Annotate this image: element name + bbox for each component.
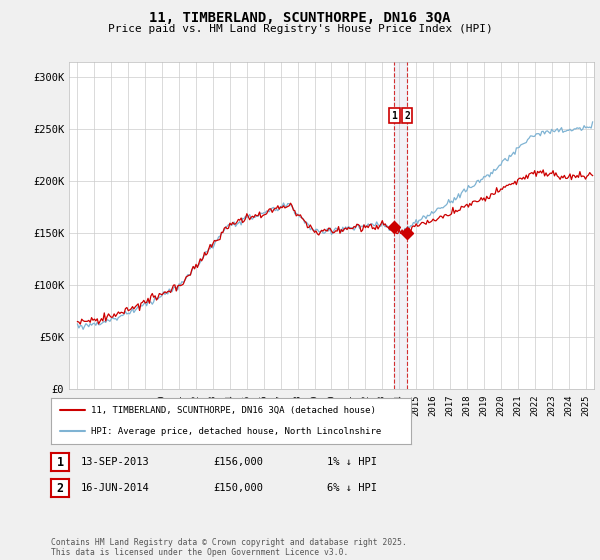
Text: 1: 1	[391, 111, 397, 121]
Bar	[394, 62, 407, 389]
Text: £150,000: £150,000	[213, 483, 263, 493]
Text: Price paid vs. HM Land Registry's House Price Index (HPI): Price paid vs. HM Land Registry's House …	[107, 24, 493, 34]
Text: 16-JUN-2014: 16-JUN-2014	[81, 483, 150, 493]
Text: 11, TIMBERLAND, SCUNTHORPE, DN16 3QA: 11, TIMBERLAND, SCUNTHORPE, DN16 3QA	[149, 11, 451, 25]
Text: 1% ↓ HPI: 1% ↓ HPI	[327, 457, 377, 467]
Text: 11, TIMBERLAND, SCUNTHORPE, DN16 3QA (detached house): 11, TIMBERLAND, SCUNTHORPE, DN16 3QA (de…	[91, 405, 376, 414]
Text: 2: 2	[404, 111, 410, 121]
Text: 2: 2	[56, 482, 64, 495]
Text: 1: 1	[56, 455, 64, 469]
Text: £156,000: £156,000	[213, 457, 263, 467]
Text: HPI: Average price, detached house, North Lincolnshire: HPI: Average price, detached house, Nort…	[91, 427, 381, 436]
Text: 13-SEP-2013: 13-SEP-2013	[81, 457, 150, 467]
Text: 6% ↓ HPI: 6% ↓ HPI	[327, 483, 377, 493]
Text: Contains HM Land Registry data © Crown copyright and database right 2025.
This d: Contains HM Land Registry data © Crown c…	[51, 538, 407, 557]
